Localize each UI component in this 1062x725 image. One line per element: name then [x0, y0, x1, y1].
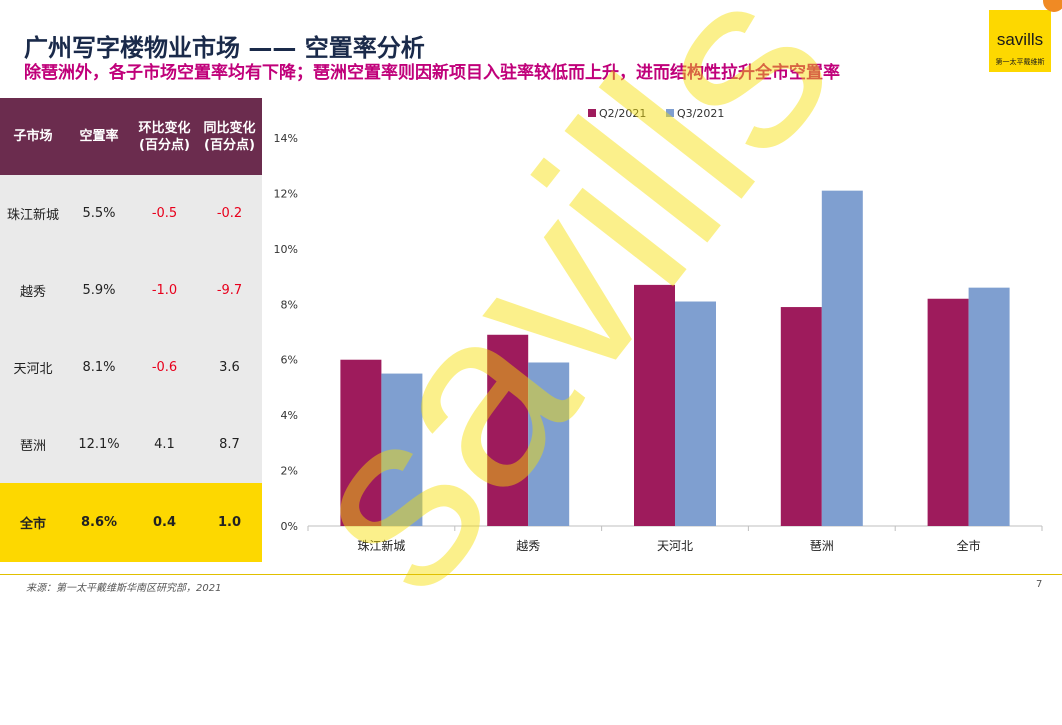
page-number: 7: [1036, 579, 1043, 590]
y-tick-label: 14%: [274, 132, 298, 145]
bar-q3: [675, 301, 716, 526]
legend-label: Q3/2021: [677, 107, 724, 120]
x-tick-label: 琶洲: [810, 539, 834, 553]
table-row: 珠江新城 5.5% -0.5 -0.2: [0, 175, 262, 252]
cell-market: 全市: [0, 483, 66, 562]
cell-vacancy: 5.5%: [66, 175, 132, 252]
cell-market: 珠江新城: [0, 175, 66, 252]
submarket-table: 子市场 空置率 环比变化 (百分点) 同比变化 (百分点) 珠江新城 5.5% -0…: [0, 98, 262, 562]
cell-market: 越秀: [0, 252, 66, 329]
page-subtitle: 除琶洲外，各子市场空置率均有下降；琶洲空置率则因新项目入驻率较低而上升，进而结构…: [24, 63, 840, 83]
cell-market: 琶洲: [0, 406, 66, 483]
legend-swatch: [666, 109, 674, 117]
legend-label: Q2/2021: [599, 107, 646, 120]
cell-vacancy: 8.6%: [66, 483, 132, 562]
col-header-qoq: 环比变化 (百分点): [132, 98, 197, 175]
y-tick-label: 10%: [274, 243, 298, 256]
cell-yoy: 3.6: [197, 329, 262, 406]
vacancy-bar-chart: 0% 2% 4% 6% 8% 10% 12% 14% 珠江新城 越秀 天河北 琶洲 全市 Q2/2021 Q…: [274, 107, 1043, 553]
y-tick-label: 0%: [281, 520, 298, 533]
table-row-total: 全市 8.6% 0.4 1.0: [0, 483, 262, 562]
footer-divider: [0, 574, 1062, 575]
cell-yoy: 1.0: [197, 483, 262, 562]
logo-cn-name: 第一太平戴维斯: [995, 58, 1045, 66]
bar-q3: [821, 190, 863, 526]
table-row: 琶洲 12.1% 4.1 8.7: [0, 406, 262, 483]
cell-yoy: -9.7: [197, 252, 262, 329]
cell-yoy: 8.7: [197, 406, 262, 483]
y-tick-label: 12%: [274, 187, 298, 200]
x-tick-label: 天河北: [657, 539, 693, 553]
page-title: 广州写字楼物业市场 —— 空置率分析: [24, 34, 425, 62]
y-tick-label: 2%: [281, 465, 298, 478]
savills-logo: savills 第一太平戴维斯: [989, 10, 1051, 72]
legend-swatch: [588, 109, 596, 117]
bar-q2: [340, 359, 382, 526]
corner-badge-icon: [1043, 0, 1062, 12]
x-tick-label: 全市: [957, 538, 981, 553]
y-tick-label: 4%: [281, 409, 298, 422]
cell-yoy: -0.2: [197, 175, 262, 252]
logo-brand: savills: [996, 30, 1044, 49]
x-tick-label: 越秀: [516, 539, 540, 553]
cell-qoq: -0.5: [132, 175, 197, 252]
bar-q3: [381, 373, 423, 526]
col-header-vacancy: 空置率: [66, 98, 132, 175]
col-header-yoy: 同比变化 (百分点): [197, 98, 262, 175]
bar-q3: [968, 287, 1010, 526]
col-header-market: 子市场: [0, 98, 66, 175]
x-tick-label: 珠江新城: [357, 538, 405, 553]
cell-qoq: 0.4: [132, 483, 197, 562]
bar-q2: [780, 307, 822, 526]
cell-qoq: 4.1: [132, 406, 197, 483]
y-tick-label: 8%: [281, 298, 298, 311]
cell-vacancy: 8.1%: [66, 329, 132, 406]
bar-q2: [487, 334, 529, 526]
y-tick-label: 6%: [281, 354, 298, 367]
table-header-row: 子市场 空置率 环比变化 (百分点) 同比变化 (百分点): [0, 98, 262, 175]
source-note: 来源：第一太平戴维斯华南区研究部，2021: [26, 583, 222, 594]
bar-q2: [927, 298, 969, 526]
bar-q2: [634, 284, 675, 526]
table-row: 越秀 5.9% -1.0 -9.7: [0, 252, 262, 329]
cell-market: 天河北: [0, 329, 66, 406]
cell-qoq: -0.6: [132, 329, 197, 406]
cell-vacancy: 12.1%: [66, 406, 132, 483]
cell-qoq: -1.0: [132, 252, 197, 329]
bar-q3: [528, 362, 570, 526]
table-row: 天河北 8.1% -0.6 3.6: [0, 329, 262, 406]
cell-vacancy: 5.9%: [66, 252, 132, 329]
